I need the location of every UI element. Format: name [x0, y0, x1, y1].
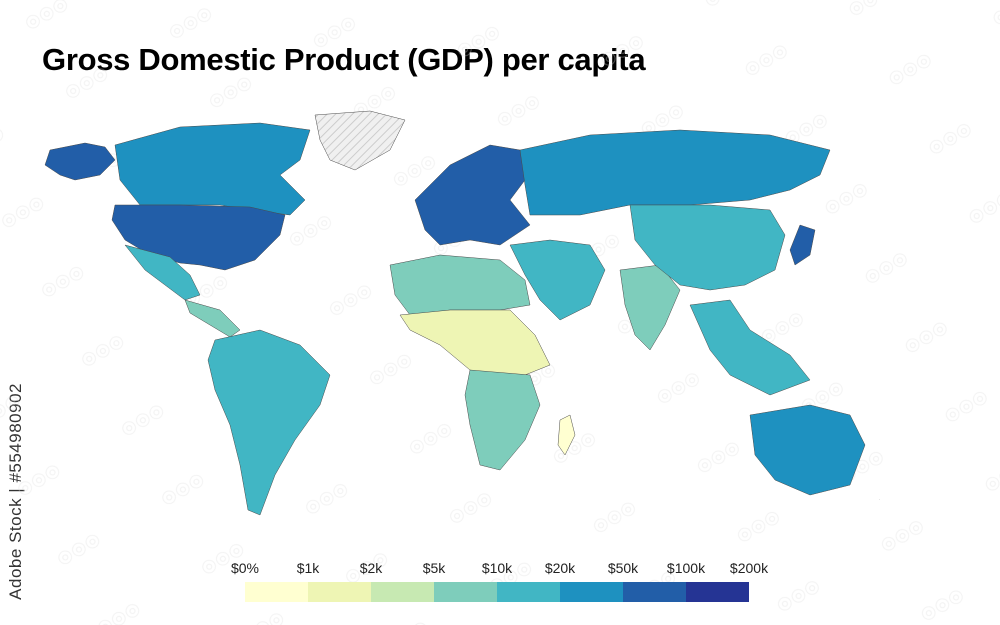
legend-tick-label: $10k	[481, 560, 513, 576]
region-greenland	[314, 110, 406, 171]
legend-swatch	[245, 582, 308, 602]
legend-swatch	[560, 582, 623, 602]
legend-tick-label: $20k	[544, 560, 576, 576]
world-map	[44, 110, 880, 516]
region-north-africa	[389, 254, 531, 316]
region-southeast-asia	[689, 299, 811, 396]
legend-swatch	[623, 582, 686, 602]
region-mexico	[124, 244, 201, 301]
region-russia	[519, 129, 831, 216]
legend-swatch	[371, 582, 434, 602]
legend-tick-label: $0%	[230, 560, 260, 576]
region-japan	[789, 224, 816, 266]
legend-tick-label: $1k	[296, 560, 320, 576]
region-north-america	[114, 122, 311, 216]
legend-swatch	[308, 582, 371, 602]
legend-tick-label: $5k	[422, 560, 446, 576]
region-madagascar	[557, 414, 576, 456]
legend-tick-label: $100k	[666, 560, 706, 576]
region-southern-africa	[464, 369, 541, 471]
region-middle-east	[509, 239, 606, 321]
region-alaska	[44, 142, 116, 181]
region-australia	[749, 404, 866, 496]
region-sub-saharan-africa	[399, 309, 551, 381]
legend-swatch	[686, 582, 749, 602]
region-central-america	[184, 299, 241, 338]
legend-tick-label: $50k	[607, 560, 639, 576]
region-china	[629, 204, 786, 291]
legend-swatch	[434, 582, 497, 602]
legend-swatch	[497, 582, 560, 602]
legend: $0% $1k $2k $5k $10k $20k $50k $100k $200k	[0, 560, 1000, 610]
region-south-america	[207, 329, 331, 516]
legend-tick-label: $200k	[729, 560, 769, 576]
legend-tick-label: $2k	[359, 560, 383, 576]
region-europe	[414, 144, 531, 246]
map-title: Gross Domestic Product (GDP) per capita	[42, 42, 646, 77]
